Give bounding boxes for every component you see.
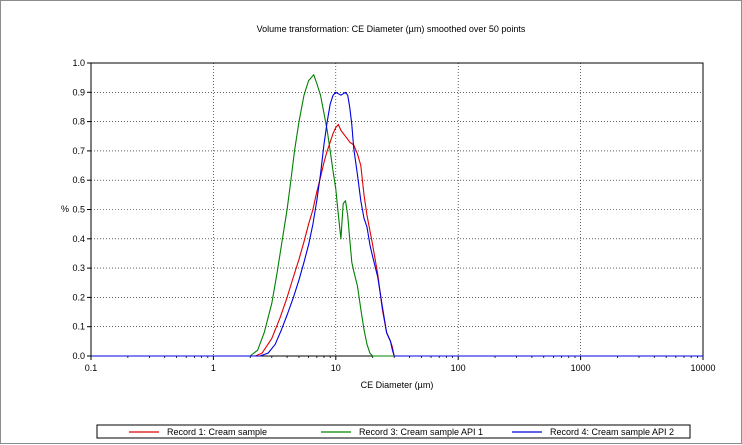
y-tick-label: 0.3 bbox=[72, 263, 85, 273]
series-line-2 bbox=[91, 74, 703, 357]
y-tick-label: 0.6 bbox=[72, 175, 85, 185]
legend: Record 1: Cream sample Record 3: Cream sa… bbox=[96, 424, 691, 439]
y-tick-label: 0.2 bbox=[72, 292, 85, 302]
x-tick-label: 10 bbox=[331, 363, 341, 373]
y-tick-label: 0.1 bbox=[72, 322, 85, 332]
legend-label-2: Record 3: Cream sample API 1 bbox=[359, 427, 483, 437]
y-axis-label: % bbox=[61, 204, 69, 214]
x-tick-label: 1000 bbox=[571, 363, 591, 373]
series-layer bbox=[91, 74, 703, 357]
legend-label-3: Record 4: Cream sample API 2 bbox=[550, 427, 674, 437]
y-axis-ticks: 0.0 0.1 0.2 0.3 0.4 0.5 0.6 0.7 0.8 0.9 1.0 bbox=[72, 58, 91, 361]
x-tick-label: 10000 bbox=[690, 363, 715, 373]
y-tick-label: 0.8 bbox=[72, 117, 85, 127]
y-tick-label: 0.4 bbox=[72, 234, 85, 244]
x-tick-label: 1 bbox=[211, 363, 216, 373]
y-tick-label: 0.0 bbox=[72, 351, 85, 361]
y-tick-label: 1.0 bbox=[72, 58, 85, 68]
x-axis-label: CE Diameter (µm) bbox=[361, 380, 434, 390]
y-tick-label: 0.5 bbox=[72, 205, 85, 215]
x-tick-label: 0.1 bbox=[85, 363, 98, 373]
y-tick-label: 0.7 bbox=[72, 146, 85, 156]
legend-label-1: Record 1: Cream sample bbox=[167, 427, 267, 437]
series-line-3 bbox=[91, 91, 703, 357]
legend-box bbox=[96, 424, 691, 439]
x-tick-label: 100 bbox=[451, 363, 466, 373]
y-tick-label: 0.9 bbox=[72, 87, 85, 97]
chart-title: Volume transformation: CE Diameter (µm) … bbox=[257, 24, 526, 34]
grid bbox=[91, 63, 703, 356]
x-axis-ticks: 0.1 1 10 100 1000 10000 bbox=[85, 356, 716, 373]
